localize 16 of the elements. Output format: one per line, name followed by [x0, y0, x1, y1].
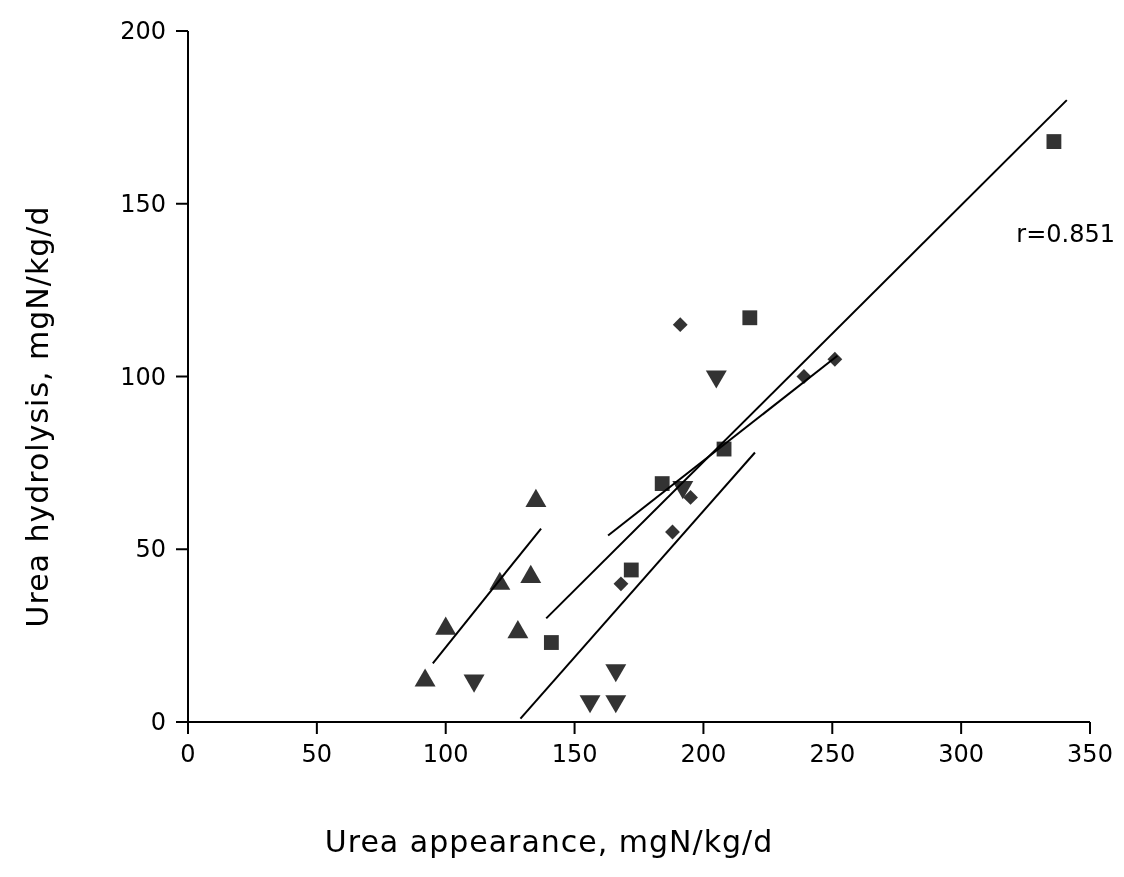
- x-axis-title: Urea appearance, mgN/kg/d: [324, 824, 774, 859]
- y-tick-label: 100: [120, 362, 166, 391]
- y-tick-label: 50: [135, 535, 166, 564]
- x-tick-label: 50: [301, 740, 333, 768]
- x-tick-label: 150: [551, 740, 598, 768]
- x-tick-label: 200: [680, 740, 727, 768]
- x-tick-label: 250: [809, 740, 856, 768]
- x-tick-label: 300: [938, 740, 985, 768]
- y-tick-label: 150: [120, 189, 166, 218]
- y-axis-title: Urea hydrolysis, mgN/kg/d: [20, 205, 55, 628]
- x-tick-label: 100: [422, 740, 469, 768]
- x-tick-label: 350: [1067, 740, 1113, 768]
- y-tick-label: 0: [150, 708, 166, 736]
- y-tick-label: 200: [120, 17, 166, 45]
- annotation: r=0.851: [1016, 220, 1115, 248]
- x-tick-label: 0: [180, 740, 196, 768]
